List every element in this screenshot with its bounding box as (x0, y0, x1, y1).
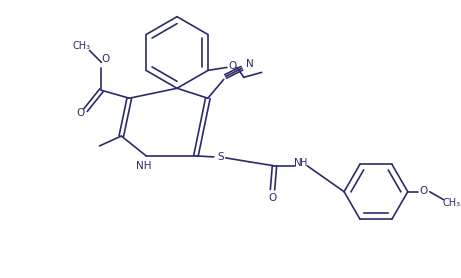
Text: N: N (295, 158, 302, 168)
Text: O: O (77, 108, 85, 118)
Text: CH₃: CH₃ (443, 198, 461, 208)
Text: O: O (420, 186, 428, 196)
Text: O: O (101, 54, 110, 64)
Text: S: S (218, 152, 224, 162)
Text: CH₃: CH₃ (72, 41, 91, 51)
Text: H: H (300, 158, 307, 168)
Text: N: N (246, 59, 254, 70)
Text: O: O (229, 61, 237, 71)
Text: NH: NH (136, 161, 152, 171)
Text: O: O (268, 193, 277, 203)
